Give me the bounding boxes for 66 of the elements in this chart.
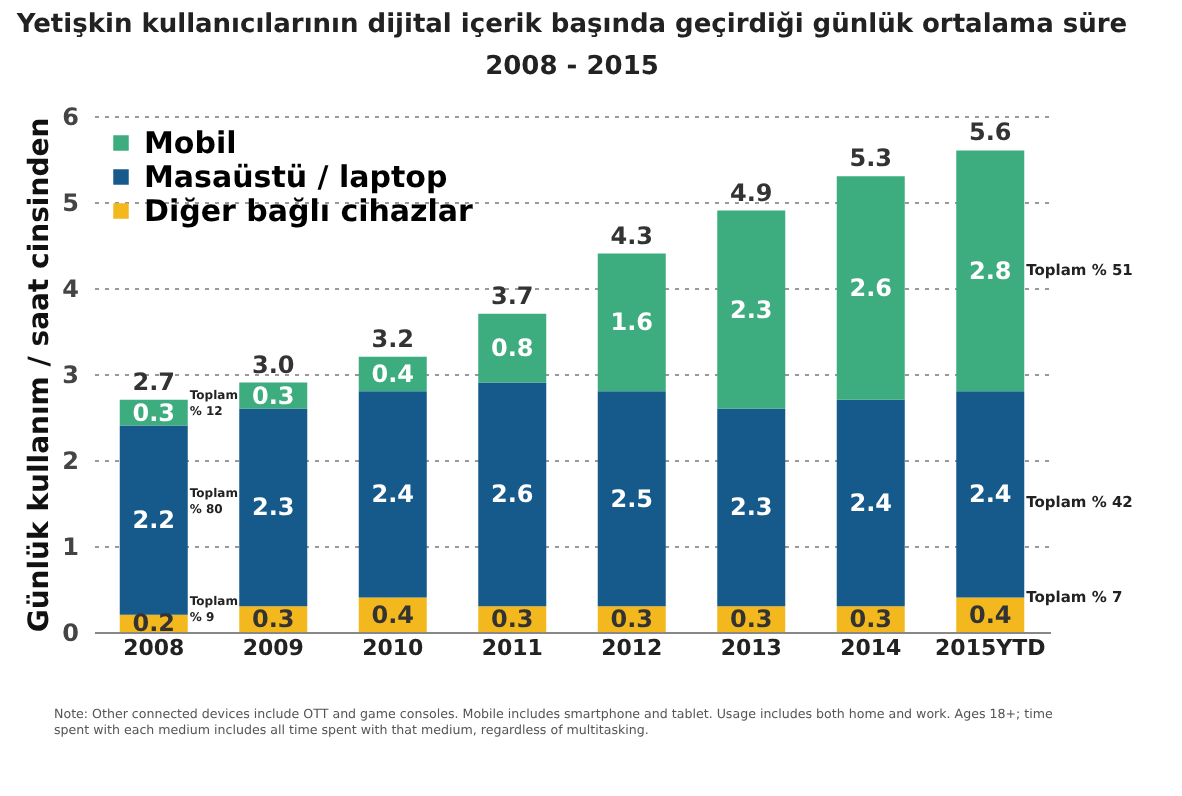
bar <box>478 382 547 607</box>
chart-title: Yetişkin kullanıcılarının dijital içerik başında geçirdiği günlük ortalama süre <box>14 10 1128 40</box>
x-tick-label: 2010 <box>362 635 425 661</box>
data-label: 1.6 <box>610 308 654 337</box>
legend-label: Masaüstü / laptop <box>144 159 448 195</box>
bar <box>956 150 1025 392</box>
data-label: 0.3 <box>610 605 654 634</box>
y-tick-label: 1 <box>62 533 79 561</box>
total-label: 3.7 <box>490 281 534 310</box>
y-tick-label: 6 <box>62 103 79 131</box>
bar <box>358 391 427 598</box>
total-label: 4.3 <box>610 221 654 250</box>
legend-label: Diğer bağlı cihazlar <box>144 193 475 229</box>
y-tick-label: 2 <box>62 447 79 475</box>
y-tick-label: 3 <box>62 361 79 389</box>
data-label: 0.3 <box>251 381 295 410</box>
data-label: 2.6 <box>490 480 534 509</box>
x-tick-label: 2011 <box>481 635 543 661</box>
data-label: 2.5 <box>610 484 654 513</box>
total-label: 3.0 <box>251 350 295 379</box>
bar <box>239 408 308 607</box>
data-label: 2.8 <box>968 256 1012 285</box>
data-label: 2.3 <box>729 295 773 324</box>
data-label: 2.4 <box>849 489 893 517</box>
bar <box>956 391 1025 598</box>
data-label: 0.3 <box>729 605 773 634</box>
x-tick-label: 2008 <box>123 635 185 661</box>
y-axis-title: Günlük kullanım / saat cinsinden <box>24 117 57 633</box>
total-label: 5.6 <box>968 118 1012 147</box>
y-tick-label: 5 <box>62 189 79 217</box>
x-tick-label: 2009 <box>242 635 304 661</box>
total-label: 2.7 <box>132 367 176 396</box>
data-label: 2.3 <box>729 493 773 522</box>
data-label: 2.3 <box>251 493 295 522</box>
chart-subtitle: 2008 - 2015 <box>485 52 659 82</box>
data-label: 0.4 <box>371 600 415 629</box>
data-label: 0.4 <box>371 360 415 388</box>
x-tick-label: 2013 <box>720 635 782 661</box>
data-label: 0.3 <box>849 605 893 634</box>
x-tick-label: 2012 <box>601 635 663 661</box>
bar <box>119 425 188 615</box>
bar <box>717 408 786 607</box>
data-label: 2.4 <box>371 480 415 509</box>
bar <box>836 399 905 607</box>
bar <box>836 176 905 400</box>
data-label: 0.3 <box>132 398 176 427</box>
legend-label: Mobil <box>144 125 237 161</box>
x-tick-label: 2015YTD <box>935 635 1046 661</box>
total-label: 5.3 <box>849 144 893 173</box>
data-label: 0.3 <box>251 605 295 634</box>
bar <box>597 391 666 607</box>
data-label: 2.6 <box>849 274 893 302</box>
y-tick-label: 4 <box>62 275 79 303</box>
total-label: 4.9 <box>729 178 773 207</box>
total-label: 3.2 <box>371 324 415 353</box>
data-label: 2.4 <box>968 480 1012 509</box>
bar <box>717 210 786 409</box>
x-tick-label: 2014 <box>840 635 903 661</box>
y-tick-label: 0 <box>62 619 79 647</box>
data-label: 0.4 <box>968 600 1012 629</box>
data-label: 0.8 <box>490 334 534 363</box>
data-label: 2.2 <box>132 506 176 535</box>
bar <box>597 253 666 392</box>
data-label: 0.3 <box>490 605 534 634</box>
bar <box>478 313 547 383</box>
data-label: 0.2 <box>132 609 176 638</box>
